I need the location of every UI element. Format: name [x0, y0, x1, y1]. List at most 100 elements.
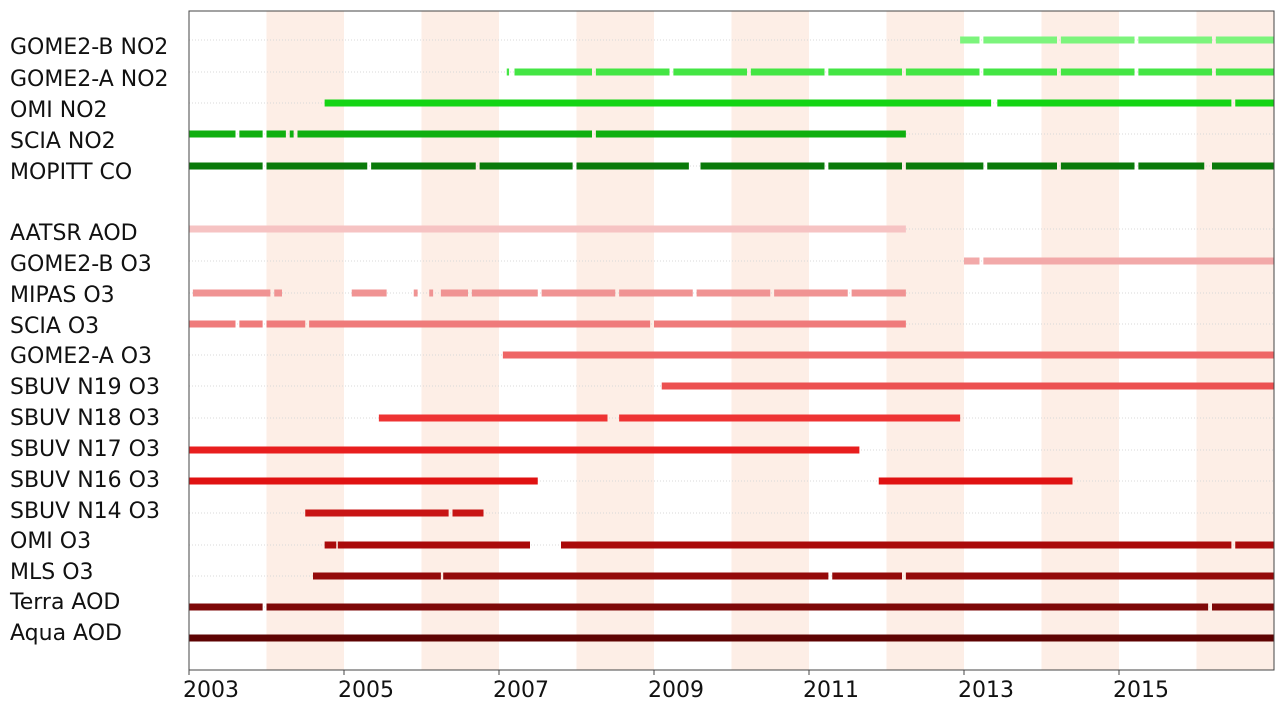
coverage-bar	[378, 414, 608, 422]
series-label: AATSR AOD	[10, 221, 138, 246]
coverage-bar	[1060, 68, 1135, 76]
coverage-bar	[983, 257, 1274, 265]
series-label: GOME2-A O3	[10, 344, 152, 369]
x-axis-ticks: 2003 2005 2007 2009 2011 2013 2015	[183, 670, 1169, 702]
series-label: SBUV N17 O3	[10, 437, 160, 462]
coverage-bar	[189, 225, 906, 233]
row-omi-o3: OMI O3	[10, 529, 1274, 554]
series-label: Terra AOD	[9, 590, 120, 615]
coverage-bar	[905, 68, 980, 76]
coverage-bar	[561, 541, 1232, 549]
coverage-bar	[189, 446, 860, 454]
coverage-bar	[619, 414, 961, 422]
coverage-bar	[297, 130, 592, 138]
row-gome2-a-no2: GOME2-A NO2	[10, 67, 1274, 92]
shaded-band	[576, 11, 654, 670]
series-label: GOME2-A NO2	[10, 67, 169, 92]
coverage-bar	[997, 99, 1232, 107]
series-label: SBUV N18 O3	[10, 406, 160, 431]
coverage-bar	[479, 162, 573, 170]
row-mls-o3: MLS O3	[10, 560, 1274, 585]
coverage-bar	[851, 289, 906, 297]
coverage-bar	[337, 541, 530, 549]
coverage-bar	[1212, 603, 1274, 611]
coverage-bar	[696, 289, 771, 297]
row-aatsr-aod: AATSR AOD	[10, 221, 1274, 246]
row-mipas-o3: MIPAS O3	[10, 283, 1274, 308]
coverage-bar	[750, 68, 825, 76]
coverage-bar	[266, 603, 1209, 611]
coverage-bar	[905, 572, 1274, 580]
series-label: GOME2-B O3	[10, 252, 152, 277]
coverage-bar	[1138, 68, 1212, 76]
coverage-bar	[661, 382, 1274, 390]
series-label: SBUV N14 O3	[10, 499, 160, 524]
row-sbuv-n17-o3: SBUV N17 O3	[10, 437, 1274, 462]
plot-frame	[188, 10, 1275, 671]
row-omi-no2: OMI NO2	[10, 98, 1274, 123]
series-label: SBUV N16 O3	[10, 468, 160, 493]
coverage-bar	[239, 320, 263, 328]
coverage-bar	[1215, 68, 1274, 76]
shaded-band	[421, 11, 499, 670]
x-tick-label: 2009	[648, 678, 704, 702]
shaded-band	[731, 11, 809, 670]
coverage-bar	[429, 289, 434, 297]
coverage-bar	[189, 162, 263, 170]
coverage-bar	[905, 162, 984, 170]
coverage-bar	[1235, 99, 1274, 107]
coverage-bar	[274, 289, 282, 297]
coverage-bar	[1235, 541, 1274, 549]
coverage-bar	[673, 68, 747, 76]
x-tick-label: 2005	[338, 678, 394, 702]
coverage-bar	[1138, 162, 1205, 170]
shaded-band	[1196, 11, 1274, 670]
coverage-bar	[960, 36, 980, 44]
row-sbuv-n19-o3: SBUV N19 O3	[10, 375, 1274, 400]
coverage-bar	[313, 572, 441, 580]
coverage-bar	[541, 289, 616, 297]
coverage-bar	[774, 289, 848, 297]
coverage-bar	[1138, 36, 1212, 44]
coverage-bar	[983, 36, 1057, 44]
row-sbuv-n18-o3: SBUV N18 O3	[10, 406, 1274, 431]
coverage-bar	[700, 162, 825, 170]
instrument-rows: GOME2-B NO2 GOME2-A NO2 OMI NO2 SCIA NO2 MOP…	[9, 35, 1274, 646]
x-tick-label: 2011	[803, 678, 859, 702]
series-label: MLS O3	[10, 560, 94, 585]
series-label: MOPITT CO	[10, 160, 132, 185]
coverage-bar	[443, 572, 829, 580]
series-label: SCIA O3	[10, 314, 99, 339]
coverage-bar	[828, 68, 902, 76]
shaded-band	[886, 11, 964, 670]
row-terra-aod: Terra AOD	[9, 590, 1274, 615]
series-label: Aqua AOD	[10, 621, 122, 646]
shaded-band	[1041, 11, 1119, 670]
coverage-bar	[654, 320, 906, 328]
shaded-year-bands	[266, 11, 1274, 670]
coverage-bar	[1212, 162, 1274, 170]
coverage-bar	[351, 289, 387, 297]
coverage-bar	[595, 130, 906, 138]
x-tick-label: 2013	[958, 678, 1014, 702]
coverage-bar	[832, 572, 902, 580]
row-gome2-b-o3: GOME2-B O3	[10, 252, 1274, 277]
coverage-bar	[514, 68, 592, 76]
coverage-bar	[964, 257, 980, 265]
coverage-bar	[452, 509, 484, 517]
coverage-bar	[828, 162, 902, 170]
coverage-bar	[471, 289, 538, 297]
coverage-bar	[266, 320, 306, 328]
coverage-bar	[189, 603, 263, 611]
series-label: OMI O3	[10, 529, 91, 554]
coverage-bar	[371, 162, 476, 170]
coverage-bar	[189, 477, 538, 485]
coverage-bar	[1060, 162, 1135, 170]
coverage-bar	[502, 351, 1274, 359]
coverage-bar	[324, 99, 992, 107]
series-label: OMI NO2	[10, 98, 108, 123]
coverage-bar	[506, 68, 510, 76]
row-gome2-b-no2: GOME2-B NO2	[10, 35, 1274, 60]
series-label: SBUV N19 O3	[10, 375, 160, 400]
